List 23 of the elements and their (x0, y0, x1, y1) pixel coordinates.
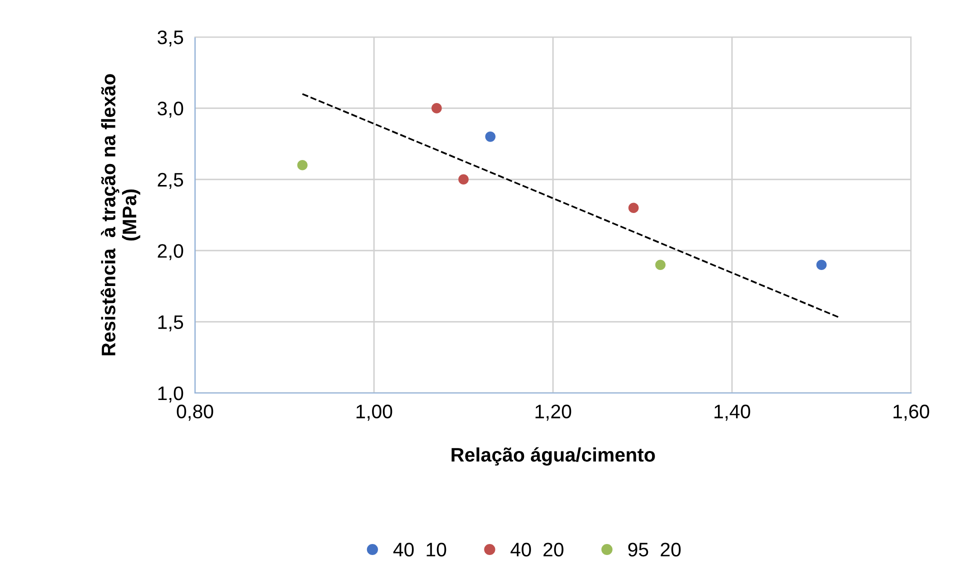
y-tick-label: 2,0 (158, 244, 184, 260)
point (655, 260, 666, 270)
point (432, 103, 442, 114)
point (458, 174, 469, 185)
x-tick-label: 0,80 (176, 404, 214, 421)
legend-label: 40 20 (510, 542, 564, 557)
point (628, 202, 639, 214)
x-tick-label: 1,00 (356, 404, 392, 421)
x-axis-title: Relação água/cimento (452, 447, 655, 466)
x-tick-label: 1,20 (536, 404, 572, 421)
point (485, 132, 496, 142)
legend-label: 40 10 (393, 542, 446, 557)
point (297, 160, 308, 170)
y-axis-title: Resistência à tração na flexão (MPa) (100, 74, 140, 356)
point (816, 260, 827, 270)
y-tick-label: 3,0 (158, 102, 184, 118)
y-tick-label: 1,5 (158, 315, 184, 332)
y-tick-label: 1,0 (158, 386, 184, 403)
x-tick-label: 1,40 (714, 404, 750, 421)
x-tick-label: 1,60 (894, 404, 930, 421)
y-tick-label: 3,5 (158, 30, 184, 47)
legend-label: 95 20 (628, 542, 681, 557)
y-tick-label: 2,5 (158, 172, 184, 189)
